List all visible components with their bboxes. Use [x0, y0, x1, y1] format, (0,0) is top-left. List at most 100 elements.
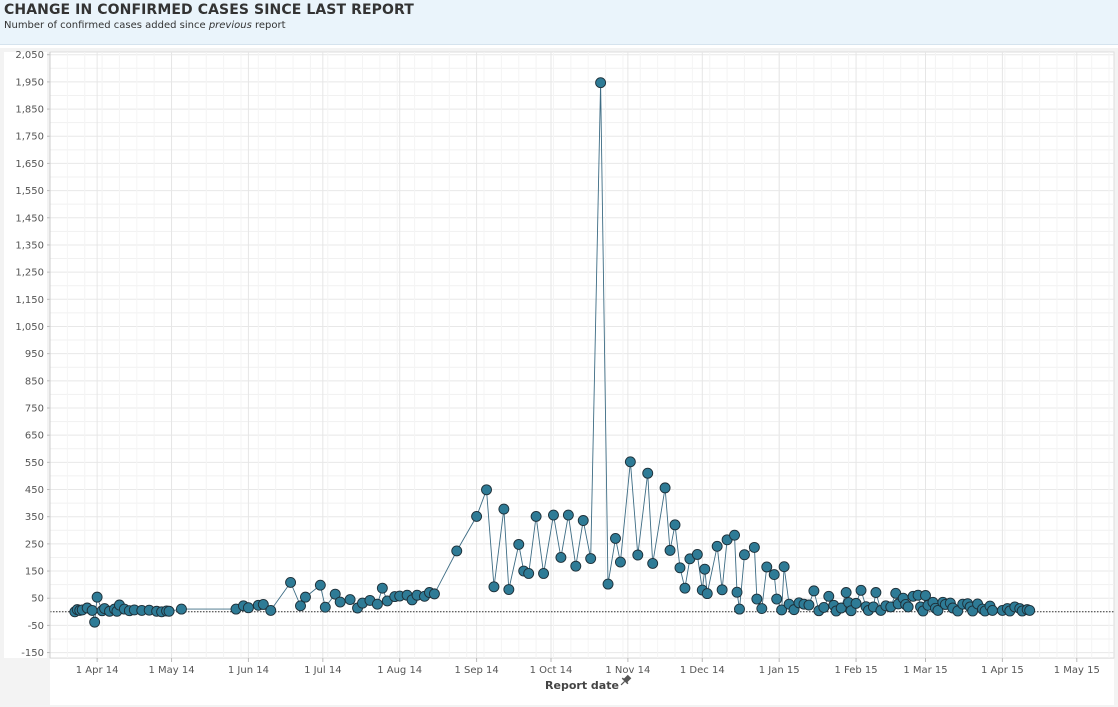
- data-point[interactable]: 2014-12-03: 67: [701, 588, 713, 600]
- y-tick-label: 950: [25, 349, 44, 360]
- data-point[interactable]: 2014-07-02: 17: [319, 601, 331, 613]
- data-point[interactable]: 2014-08-24: 224: [451, 545, 463, 557]
- data-point[interactable]: 2014-09-18: 248: [513, 538, 525, 550]
- data-point[interactable]: 2014-12-09: 81: [716, 584, 728, 596]
- data-point[interactable]: 2014-10-08: 356: [562, 509, 574, 521]
- data-point[interactable]: 2014-03-31: -38: [89, 616, 101, 628]
- x-axis-title: Report date: [545, 679, 619, 692]
- y-tick-label: 1,150: [15, 295, 44, 306]
- data-point[interactable]: 2014-07-06: 65: [329, 588, 341, 600]
- data-point[interactable]: 2014-11-11: 178: [647, 557, 659, 569]
- data-point[interactable]: 2014-10-27: 270: [610, 532, 621, 544]
- data-point[interactable]: 2015-01-28: 71: [840, 587, 852, 598]
- data-point[interactable]: 2014-09-01: 351: [471, 510, 483, 522]
- data-point[interactable]: 2014-06-24: 54: [300, 591, 311, 603]
- data-point[interactable]: 2014-11-20: 320: [669, 519, 681, 531]
- data-point[interactable]: 2014-08-15: 66: [428, 588, 440, 600]
- data-point[interactable]: 2014-10-14: 336: [577, 515, 589, 526]
- data-point[interactable]: 2014-12-23: 47: [751, 593, 763, 605]
- x-tick-label: 1 Nov 14: [605, 665, 650, 676]
- y-tick-label: 1,450: [15, 213, 44, 224]
- data-point[interactable]: 2015-01-21: 57: [823, 590, 835, 602]
- data-point[interactable]: 2014-09-12: 378: [498, 503, 510, 515]
- data-point[interactable]: 2015-01-13: 25: [803, 599, 815, 611]
- data-point[interactable]: 2014-12-07: 241: [711, 540, 723, 552]
- data-point[interactable]: 2015-02-03: 79: [855, 584, 867, 596]
- y-tick-label: 1,250: [15, 268, 44, 279]
- grid: [49, 52, 1114, 658]
- data-point[interactable]: 2014-11-09: 510: [642, 467, 654, 479]
- data-point[interactable]: 2014-03-30: 5: [86, 604, 98, 616]
- data-point[interactable]: 2015-02-01: 31: [850, 597, 862, 609]
- data-point[interactable]: 2014-06-22: 22: [295, 600, 306, 612]
- data-point[interactable]: 2014-11-29: 211: [691, 549, 703, 560]
- y-tick-label: 750: [25, 403, 44, 414]
- data-point[interactable]: 2014-11-24: 87: [679, 582, 691, 594]
- data-point[interactable]: 2014-10-29: 183: [614, 556, 626, 568]
- y-tick-label: 1,950: [15, 77, 44, 88]
- x-tick-label: 1 Sep 14: [454, 665, 498, 676]
- x-tick-label: 1 Feb 15: [834, 665, 877, 676]
- data-point[interactable]: 2014-07-23: 28: [371, 598, 383, 610]
- data-point[interactable]: 2014-10-11: 168: [570, 560, 582, 572]
- x-tick-label: 1 May 15: [1054, 665, 1100, 676]
- data-point[interactable]: 2014-05-05: 10: [175, 603, 187, 615]
- series-markers: 2014-03-23: 02014-03-24: 82014-03-25: 52…: [69, 77, 1036, 628]
- data-point[interactable]: 2014-12-27: 165: [761, 561, 773, 573]
- data-point[interactable]: 2014-06-30: 98: [314, 579, 326, 591]
- data-point[interactable]: 2015-03-28: 5: [987, 604, 998, 616]
- data-point[interactable]: 2014-12-02: 157: [699, 563, 711, 575]
- data-point[interactable]: 2015-01-03: 166: [778, 561, 790, 573]
- pin-icon[interactable]: [618, 674, 632, 688]
- data-point[interactable]: 2014-12-15: 72: [731, 586, 743, 598]
- data-point[interactable]: 2014-07-12: 45: [344, 594, 356, 606]
- x-tick-label: 1 Mar 15: [903, 665, 947, 676]
- y-tick-label: 850: [25, 376, 44, 387]
- data-point[interactable]: 2014-06-07: 27: [257, 599, 269, 610]
- data-point[interactable]: 2014-06-01: 15: [242, 602, 254, 614]
- data-point[interactable]: 2014-11-22: 162: [674, 562, 686, 574]
- data-point[interactable]: 2014-11-18: 226: [664, 544, 676, 556]
- data-point[interactable]: 2014-10-21: 1947: [595, 77, 607, 89]
- data-point[interactable]: 2014-09-28: 141: [538, 568, 550, 579]
- data-point[interactable]: 2014-10-24: 102: [602, 578, 614, 590]
- data-point[interactable]: 2015-01-19: 16: [818, 602, 830, 613]
- data-point[interactable]: 2015-04-12: 5: [1024, 604, 1036, 616]
- data-point[interactable]: 2014-11-02: 552: [624, 456, 636, 468]
- data-point[interactable]: 2014-06-10: 5: [265, 604, 277, 616]
- data-point[interactable]: 2014-09-25: 351: [530, 510, 542, 522]
- y-tick-label: 450: [25, 485, 44, 496]
- data-point[interactable]: 2014-12-16: 10: [734, 603, 745, 615]
- data-point[interactable]: 2014-12-31: 47: [771, 593, 783, 605]
- y-tick-label: 1,350: [15, 240, 44, 251]
- data-point[interactable]: 2014-04-30: 2: [163, 605, 175, 617]
- data-point[interactable]: 2015-03-06: 5: [932, 604, 944, 616]
- data-point[interactable]: 2015-01-15: 77: [808, 585, 820, 597]
- data-point[interactable]: 2014-04-01: 54: [91, 591, 103, 603]
- data-point[interactable]: 2014-12-22: 237: [748, 541, 760, 553]
- data-point[interactable]: 2014-12-25: 12: [756, 603, 768, 614]
- data-point[interactable]: 2015-01-02: 7: [776, 604, 788, 616]
- data-point[interactable]: 2015-02-22: 18: [902, 601, 914, 613]
- data-point[interactable]: 2014-06-18: 108: [285, 577, 297, 588]
- data-point[interactable]: 2014-09-08: 92: [488, 581, 500, 593]
- plot-area: [49, 51, 1115, 659]
- data-point[interactable]: 2014-07-08: 36: [334, 596, 346, 608]
- data-point[interactable]: 2014-10-02: 356: [548, 509, 559, 521]
- data-point[interactable]: 2014-11-16: 456: [659, 482, 671, 494]
- line-chart[interactable]: -150 -50 50 150 250 350 450 550 650 750 850 950 1,05…: [0, 48, 1118, 707]
- data-point[interactable]: 2014-09-22: 141: [523, 568, 535, 579]
- data-point[interactable]: 2014-09-05: 449: [481, 484, 492, 496]
- data-point[interactable]: 2014-09-14: 82: [503, 584, 515, 595]
- data-point[interactable]: 2014-10-05: 200: [555, 552, 567, 563]
- data-point[interactable]: 2014-12-14: 282: [729, 529, 740, 541]
- data-point[interactable]: 2014-12-18: 210: [739, 549, 750, 561]
- data-point[interactable]: 2014-11-05: 209: [632, 549, 644, 561]
- x-tick-label: 1 Jan 15: [759, 665, 800, 676]
- data-point[interactable]: 2014-12-30: 137: [768, 569, 780, 581]
- data-point[interactable]: 2015-02-09: 71: [870, 587, 882, 598]
- data-point[interactable]: 2015-01-26: 14: [835, 602, 847, 614]
- data-point[interactable]: 2015-02-17: 68: [890, 587, 902, 599]
- data-point[interactable]: 2014-07-25: 87: [376, 582, 388, 594]
- data-point[interactable]: 2014-10-17: 196: [585, 553, 597, 564]
